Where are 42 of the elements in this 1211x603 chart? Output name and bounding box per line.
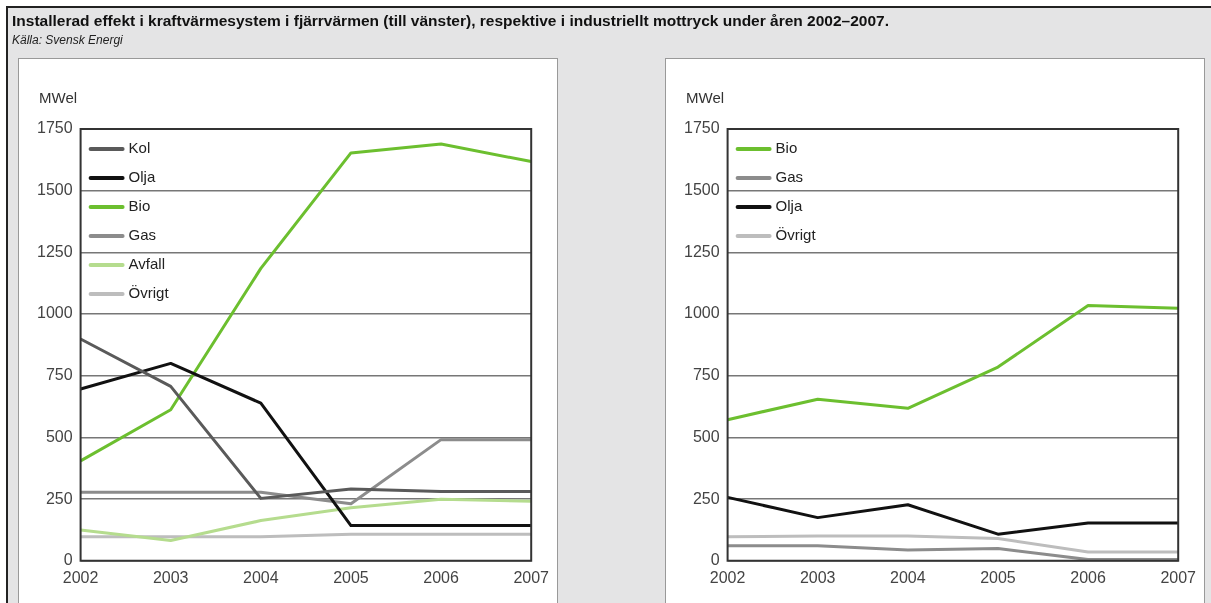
chart-title: Installerad effekt i kraftvärmesystem i fjärrvärmen (till vänster), respektive i industriellt mottryck under åren 2002–2007. xyxy=(12,12,889,30)
legend-label: Övrigt xyxy=(775,226,817,244)
y-tick-label: 250 xyxy=(45,489,73,507)
legend-label: Gas xyxy=(775,168,804,186)
x-tick-label: 2003 xyxy=(799,568,836,586)
y-tick-label: 1250 xyxy=(684,242,720,260)
x-tick-label: 2005 xyxy=(333,568,369,586)
x-tick-label: 2003 xyxy=(152,568,189,586)
x-tick-label: 2006 xyxy=(423,568,459,586)
legend-label: Gas xyxy=(128,226,157,244)
y-tick-label: 1000 xyxy=(37,304,73,322)
y-tick-label: 500 xyxy=(692,427,720,445)
legend-label: Bio xyxy=(128,197,151,215)
y-tick-label: 250 xyxy=(692,489,720,507)
y-tick-label: 750 xyxy=(45,366,73,384)
y-tick-label: 500 xyxy=(45,427,73,445)
x-tick-label: 2002 xyxy=(62,568,99,586)
y-tick-label: 1000 xyxy=(684,304,720,322)
y-axis-title: MWel xyxy=(686,89,725,106)
legend-label: Kol xyxy=(128,139,151,157)
y-tick-label: 1500 xyxy=(37,181,73,199)
y-tick-label: 0 xyxy=(63,551,73,569)
x-tick-label: 2004 xyxy=(243,568,279,586)
y-tick-label: 1250 xyxy=(37,242,73,260)
legend-label: Övrigt xyxy=(128,284,170,302)
legend-label: Olja xyxy=(128,168,156,186)
x-tick-label: 2007 xyxy=(1160,568,1197,586)
text: Källa: Svensk Energi xyxy=(12,33,123,47)
legend-label: Olja xyxy=(775,197,803,215)
y-axis-title: MWel xyxy=(39,89,78,106)
x-tick-label: 2007 xyxy=(513,568,550,586)
legend-label: Avfall xyxy=(128,255,166,273)
y-tick-label: 1750 xyxy=(37,119,73,137)
y-tick-label: 0 xyxy=(710,551,720,569)
x-tick-label: 2005 xyxy=(980,568,1016,586)
x-tick-label: 2004 xyxy=(890,568,926,586)
y-tick-label: 750 xyxy=(692,366,720,384)
y-tick-label: 1500 xyxy=(684,181,720,199)
x-tick-label: 2002 xyxy=(709,568,746,586)
x-tick-label: 2006 xyxy=(1070,568,1106,586)
y-tick-label: 1750 xyxy=(684,119,720,137)
legend-label: Bio xyxy=(775,139,798,157)
